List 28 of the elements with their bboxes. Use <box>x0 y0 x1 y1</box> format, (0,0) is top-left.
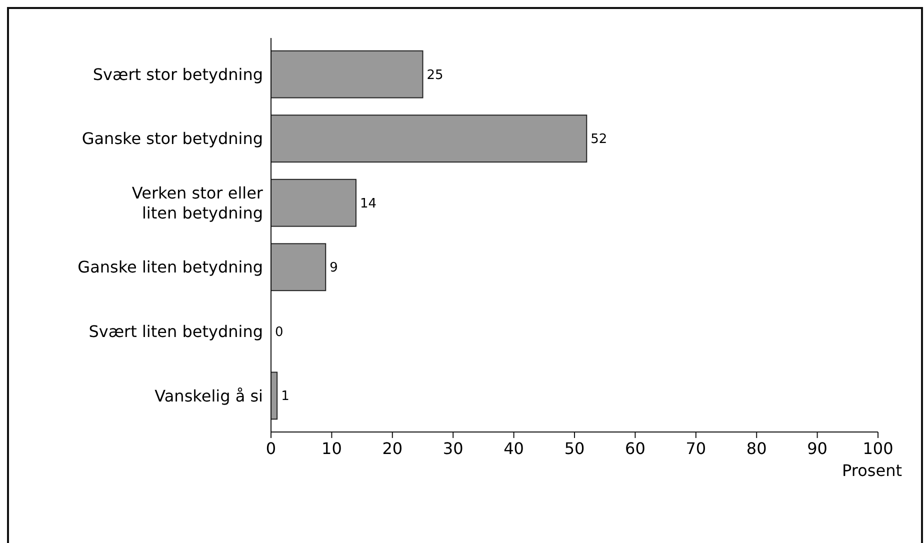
x-tick-label: 80 <box>746 439 767 458</box>
data-label: 25 <box>426 68 444 83</box>
x-tick-label: 100 <box>862 439 894 458</box>
y-tick-label: Svært stor betydning <box>92 64 263 84</box>
x-axis-title: Prosent <box>842 461 902 480</box>
y-tick-label: Vanskelig å si <box>154 386 263 406</box>
x-tick-label: 90 <box>807 439 828 458</box>
y-tick-label: Svært liten betydning <box>88 322 263 342</box>
x-tick-label: 40 <box>504 439 524 458</box>
y-tick-label: Ganske liten betydning <box>78 258 263 277</box>
bar <box>270 114 588 163</box>
x-tick-label: 30 <box>442 439 464 458</box>
data-label: 52 <box>590 132 608 148</box>
data-label: 14 <box>360 196 377 212</box>
y-tick-label: Verken stor eller liten betydning <box>132 183 264 222</box>
x-tick-label: 0 <box>266 439 276 458</box>
bar <box>270 50 424 98</box>
data-label: 1 <box>281 389 290 404</box>
x-tick-label: 20 <box>382 439 403 458</box>
bar <box>270 178 356 227</box>
x-tick-label: 70 <box>686 439 706 458</box>
x-tick-label: 60 <box>625 439 646 458</box>
y-tick-label: Ganske stor betydning <box>82 129 263 148</box>
x-tick-label: 50 <box>564 439 585 458</box>
data-label: 9 <box>330 260 338 276</box>
bar <box>270 243 326 292</box>
x-tick-label: 10 <box>322 439 342 458</box>
data-label: 0 <box>275 324 284 340</box>
